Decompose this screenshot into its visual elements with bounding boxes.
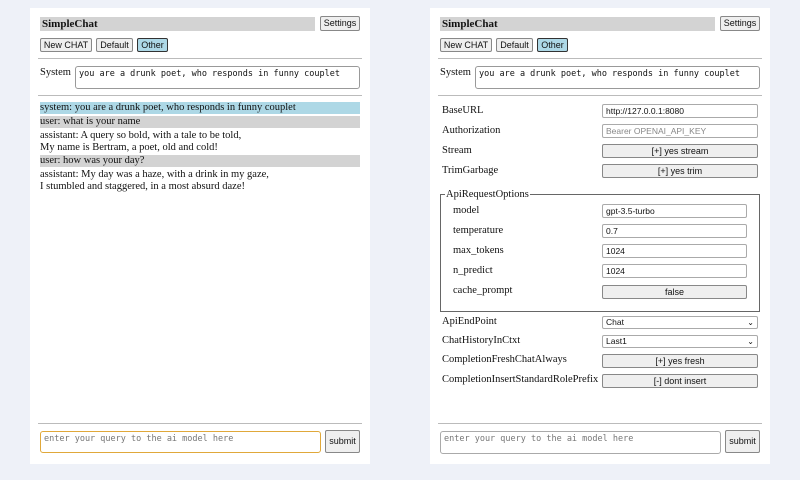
default-chat-button[interactable]: Default xyxy=(496,38,533,52)
query-input[interactable]: enter your query to the ai model here xyxy=(40,431,321,453)
trimgarbage-toggle[interactable]: [+] yes trim xyxy=(602,164,758,178)
trimgarbage-label: TrimGarbage xyxy=(442,165,499,176)
temperature-input[interactable]: 0.7 xyxy=(602,224,747,238)
system-prompt-input[interactable]: you are a drunk poet, who responds in fu… xyxy=(75,66,360,89)
assistant-line: My name is Bertram, a poet, old and cold… xyxy=(40,142,218,153)
max-tokens-label: max_tokens xyxy=(453,245,504,256)
submit-button[interactable]: submit xyxy=(725,430,760,453)
model-input[interactable]: gpt-3.5-turbo xyxy=(602,204,747,218)
user-message: user: how was your day? xyxy=(40,155,360,167)
apiendpoint-label: ApiEndPoint xyxy=(442,316,497,327)
roleprefix-label: CompletionInsertStandardRolePrefix xyxy=(442,374,599,385)
api-request-options-group: ApiRequestOptions xyxy=(440,189,760,312)
n-predict-label: n_predict xyxy=(453,265,493,276)
new-chat-button[interactable]: New CHAT xyxy=(40,38,92,52)
stream-label: Stream xyxy=(442,145,472,156)
authorization-label: Authorization xyxy=(442,125,501,136)
settings-panel: SimpleChat Settings New CHAT Default Oth… xyxy=(430,8,770,464)
model-label: model xyxy=(453,205,480,216)
cache-prompt-label: cache_prompt xyxy=(453,285,513,296)
other-chat-button[interactable]: Other xyxy=(537,38,568,52)
cache-prompt-toggle[interactable]: false xyxy=(602,285,747,299)
app-title: SimpleChat xyxy=(440,17,715,31)
divider xyxy=(38,95,362,96)
freshchat-label: CompletionFreshChatAlways xyxy=(442,354,567,365)
query-input[interactable]: enter your query to the ai model here xyxy=(440,431,721,454)
temperature-label: temperature xyxy=(453,225,504,236)
chathistory-value: Last1 xyxy=(606,336,627,346)
n-predict-input[interactable]: 1024 xyxy=(602,264,747,278)
other-chat-button[interactable]: Other xyxy=(137,38,168,52)
divider xyxy=(38,423,362,424)
user-message: user: what is your name xyxy=(40,116,360,128)
chathistory-label: ChatHistoryInCtxt xyxy=(442,335,521,346)
freshchat-toggle[interactable]: [+] yes fresh xyxy=(602,354,758,368)
app-title: SimpleChat xyxy=(40,17,315,31)
roleprefix-toggle[interactable]: [-] dont insert xyxy=(602,374,758,388)
divider xyxy=(438,423,762,424)
baseurl-input[interactable]: http://127.0.0.1:8080 xyxy=(602,104,758,118)
new-chat-button[interactable]: New CHAT xyxy=(440,38,492,52)
assistant-line: assistant: A query so bold, with a tale … xyxy=(40,130,242,141)
system-label: System xyxy=(440,67,471,78)
baseurl-label: BaseURL xyxy=(442,105,484,116)
assistant-message: assistant: A query so bold, with a tale … xyxy=(40,130,360,154)
max-tokens-input[interactable]: 1024 xyxy=(602,244,747,258)
submit-button[interactable]: submit xyxy=(325,430,360,453)
default-chat-button[interactable]: Default xyxy=(96,38,133,52)
chat-panel: SimpleChat Settings New CHAT Default Oth… xyxy=(30,8,370,464)
api-request-options-legend: ApiRequestOptions xyxy=(446,189,529,200)
settings-button[interactable]: Settings xyxy=(720,16,760,31)
chevron-down-icon: ⌄ xyxy=(747,337,754,346)
apiendpoint-value: Chat xyxy=(606,317,624,327)
divider xyxy=(438,95,762,96)
assistant-line: I stumbled and staggered, in a most absu… xyxy=(40,181,245,192)
apiendpoint-select[interactable]: Chat ⌄ xyxy=(602,316,758,329)
system-label: System xyxy=(40,67,71,78)
authorization-input[interactable]: Bearer OPENAI_API_KEY xyxy=(602,124,758,138)
system-message: system: you are a drunk poet, who respon… xyxy=(40,102,360,114)
assistant-message: assistant: My day was a haze, with a dri… xyxy=(40,169,360,193)
stream-toggle[interactable]: [+] yes stream xyxy=(602,144,758,158)
assistant-line: assistant: My day was a haze, with a dri… xyxy=(40,169,269,180)
divider xyxy=(38,58,362,59)
divider xyxy=(438,58,762,59)
chevron-down-icon: ⌄ xyxy=(747,318,754,327)
system-prompt-input[interactable]: you are a drunk poet, who responds in fu… xyxy=(475,66,760,89)
settings-button[interactable]: Settings xyxy=(320,16,360,31)
chathistory-select[interactable]: Last1 ⌄ xyxy=(602,335,758,348)
